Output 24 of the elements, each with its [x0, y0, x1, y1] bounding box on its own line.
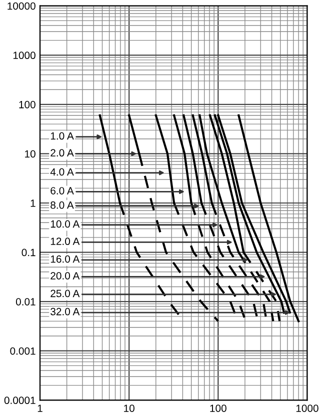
y-tick-label: 0.001 [10, 347, 36, 355]
y-tick-label: 1000 [13, 52, 36, 60]
y-tick-label: 10 [25, 150, 36, 158]
y-tick-label: 100 [19, 100, 36, 108]
y-tick-label: 0.1 [22, 248, 36, 256]
x-tick-label: 100 [210, 404, 226, 412]
x-tick-label: 1 [38, 404, 42, 412]
annotation: 1.0 A [50, 132, 74, 140]
x-tick-label: 10 [124, 404, 134, 412]
annotation: 8.0 A [50, 201, 74, 209]
annotation: 12.0 A [50, 238, 80, 246]
y-tick-label: 0.0001 [4, 396, 36, 404]
annotation: 16.0 A [50, 255, 80, 263]
y-tick-label: 1 [30, 200, 36, 207]
annotation: 4.0 A [50, 168, 74, 176]
y-tick-label: 0.01 [16, 298, 36, 306]
annotation: 32.0 A [50, 308, 80, 316]
annotation: 10.0 A [50, 220, 80, 228]
annotation: 25.0 A [50, 290, 80, 298]
annotation: 20.0 A [50, 272, 80, 280]
annotation: 6.0 A [50, 187, 74, 194]
x-tick-label: 1000 [296, 404, 318, 412]
y-tick-label: 10000 [8, 2, 36, 10]
annotation: 2.0 A [50, 149, 74, 157]
